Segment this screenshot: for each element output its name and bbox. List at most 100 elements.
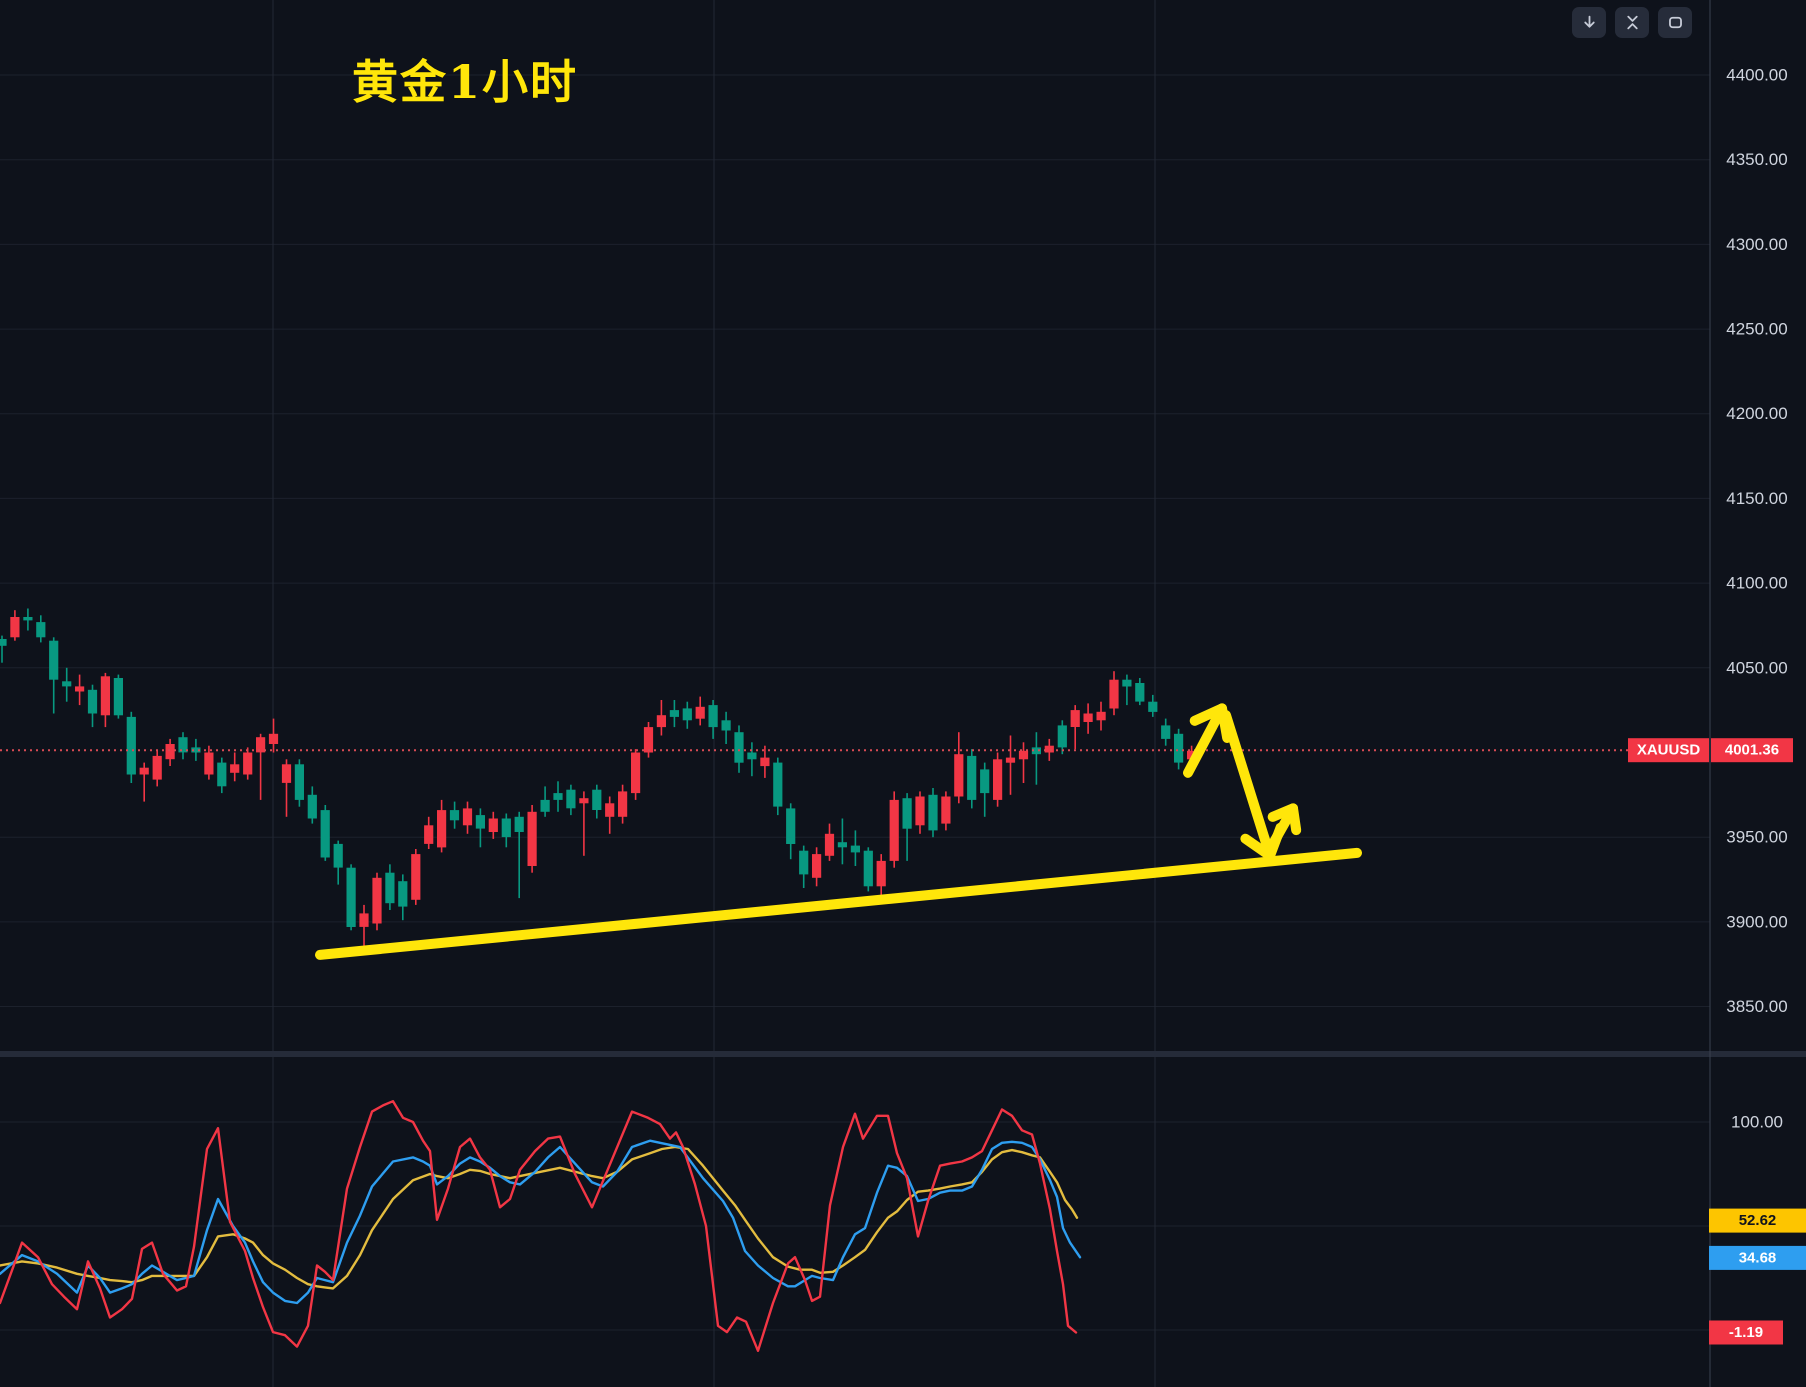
candle-body [708,705,718,728]
arrow-shaft [1183,703,1227,778]
candle-body [62,681,72,687]
candle-body [1031,747,1041,755]
candle-body [217,762,227,787]
kdj-k-value-badge-text: 34.68 [1739,1249,1777,1266]
candle-body [928,794,938,831]
last-price-badge-bg [1711,738,1793,763]
candle-body [23,617,33,621]
candle-body [87,689,98,714]
candle-body [346,867,356,927]
candle-body [747,752,757,760]
candle-body [243,752,253,775]
candle-body [1161,725,1171,739]
kdj-d-value-badge-text: 52.62 [1739,1212,1777,1229]
candle-body [152,755,162,780]
kdj-j-line [0,1099,1078,1353]
axis-tick-label: 4400.00 [1726,66,1787,85]
collapse-icon [1626,15,1638,30]
frame-icon [1668,16,1682,29]
axis-tick-label: 4300.00 [1726,235,1787,254]
candle-body [902,798,912,829]
candle-body [799,850,809,875]
candle-body [1018,750,1029,760]
candle-body [631,752,641,794]
candle-body [75,686,85,692]
candle-body [669,710,679,717]
candle-body [1096,711,1106,721]
arrow-drawing[interactable] [1266,803,1302,853]
axis-tick-label: 100.00 [1731,1113,1783,1132]
candle-body [786,808,796,844]
candle-body [721,720,731,731]
arrow-shaft [1221,710,1275,861]
indicator-layer [0,1099,1082,1353]
candle-body [204,752,214,775]
collapse-button[interactable] [1615,7,1649,38]
arrow-head [1240,833,1275,861]
candle-body [333,843,343,868]
axis-tick-label: 4150.00 [1726,489,1787,508]
candle-body [1122,679,1132,687]
annotations-layer[interactable] [315,703,1362,960]
arrow-drawing[interactable] [1183,703,1233,778]
axis-tick-label: 4200.00 [1726,404,1787,423]
candle-body [475,815,485,829]
kdj-k-value-badge-bg [1709,1245,1806,1270]
candle-body [320,810,330,858]
chart-toolbar [1572,7,1692,38]
candle-body [411,854,421,900]
download-icon [1583,15,1595,28]
candles-layer[interactable] [0,608,1197,946]
candle-body [656,715,666,728]
candle-body [980,769,990,794]
candle-body [876,860,886,887]
candle-body [889,799,899,861]
candle-body [1044,745,1054,753]
candle-body [256,737,266,753]
candle-body [307,794,317,819]
candle-body [281,764,292,783]
candle-body [178,737,188,753]
candle-body [540,799,550,812]
axis-tick-label: 4100.00 [1726,574,1787,593]
candle-body [385,872,395,904]
symbol-badge-bg [1628,738,1709,763]
candle-body [126,716,136,775]
candle-body [941,796,951,824]
download-button[interactable] [1572,7,1606,38]
candle-body [837,842,847,848]
arrow-drawing[interactable] [1221,710,1286,861]
arrow-head [1288,803,1302,836]
chart-title-annotation[interactable]: 黄金1小时 [352,55,579,109]
candle-body [1187,750,1197,760]
candle-body [954,754,964,797]
kdj-j-value-badge-text: -1.19 [1729,1324,1763,1341]
candle-body [1148,701,1158,712]
candle-body [1109,679,1119,709]
candle-body [372,877,382,924]
candle-body [36,622,46,638]
candle-body [449,810,460,821]
candle-body [734,732,744,763]
candle-body [191,747,201,753]
candle-body [1083,713,1093,722]
candle-body [863,850,873,887]
candle-body [514,816,524,832]
candle-body [165,744,175,760]
candle-body [527,811,537,866]
candle-body [760,757,770,767]
grid-layer [0,0,1710,1387]
candle-body [1174,733,1184,763]
candle-body [1057,725,1067,748]
pane-separator[interactable] [0,1051,1806,1057]
candle-body [0,639,7,646]
kdj-j-value-badge-bg [1709,1320,1783,1345]
trendline-drawing[interactable] [315,847,1362,960]
frame-button[interactable] [1658,7,1692,38]
candle-body [359,913,369,927]
axis-tick-label: 4050.00 [1726,658,1787,677]
kdj-k-line [0,1139,1082,1305]
